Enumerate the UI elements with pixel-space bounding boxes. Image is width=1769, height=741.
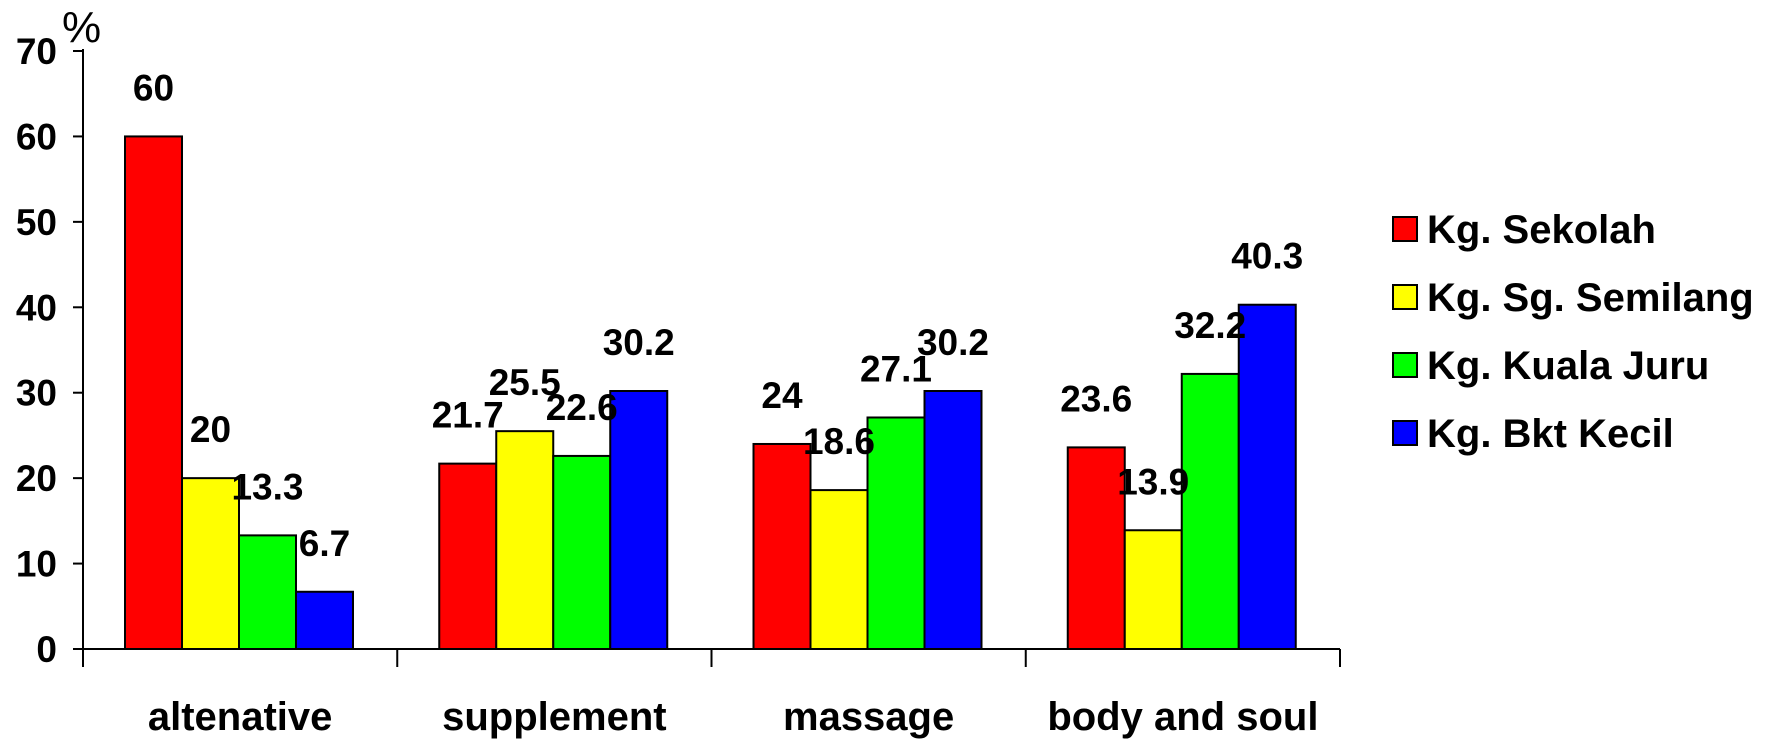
bar-kg-sg-semilang-0 <box>181 477 240 650</box>
data-label: 20 <box>190 409 231 450</box>
y-tick-label: 60 <box>16 116 57 157</box>
bar-kg-kuala-juru-3 <box>1180 372 1240 650</box>
bar-kg-sg-semilang-2 <box>809 489 869 650</box>
bars <box>124 135 1297 651</box>
bar-kg-sekolah-0 <box>124 135 183 650</box>
data-label: 27.1 <box>860 348 932 389</box>
legend-label: Kg. Kuala Juru <box>1427 344 1709 388</box>
x-tick-label: altenative <box>148 695 333 739</box>
legend-swatch <box>1392 216 1418 242</box>
legend-label: Kg. Sg. Semilang <box>1427 276 1754 320</box>
y-unit-label: % <box>62 3 101 52</box>
bar-kg-bkt-kecil-2 <box>923 390 983 650</box>
bar-kg-bkt-kecil-0 <box>295 590 354 651</box>
y-axis: 0 10 20 30 40 50 60 70 <box>16 31 84 670</box>
bar-kg-bkt-kecil-3 <box>1237 303 1297 650</box>
y-tick-label: 30 <box>16 373 57 414</box>
legend-swatch <box>1392 352 1418 378</box>
data-label: 30.2 <box>917 322 989 363</box>
bar-kg-kuala-juru-0 <box>238 534 297 651</box>
data-label: 22.6 <box>546 387 618 428</box>
bar-kg-sg-semilang-3 <box>1123 529 1183 650</box>
data-label: 13.9 <box>1117 461 1189 502</box>
y-tick-label: 0 <box>36 629 57 670</box>
data-label: 30.2 <box>603 322 675 363</box>
bar-kg-sg-semilang-1 <box>495 430 555 650</box>
legend-swatch <box>1392 284 1418 310</box>
data-label: 60 <box>133 67 174 108</box>
x-axis: altenative supplement massage body and soul <box>82 648 1341 739</box>
data-label: 13.3 <box>231 466 303 507</box>
legend-label: Kg. Sekolah <box>1427 208 1656 252</box>
data-label: 24 <box>761 375 803 416</box>
x-tick-label: body and soul <box>1047 695 1318 739</box>
y-tick-label: 40 <box>16 287 57 328</box>
data-label: 6.7 <box>299 523 350 564</box>
bar-kg-sekolah-3 <box>1066 446 1126 651</box>
legend-label: Kg. Bkt Kecil <box>1427 412 1674 456</box>
data-label: 40.3 <box>1231 236 1303 277</box>
x-tick-label: massage <box>783 695 954 739</box>
bar-kg-kuala-juru-2 <box>866 416 926 651</box>
x-tick-label: supplement <box>442 695 666 739</box>
data-label: 23.6 <box>1060 378 1132 419</box>
bar-kg-bkt-kecil-1 <box>609 390 669 650</box>
y-tick-label: 70 <box>16 31 57 72</box>
bar-kg-kuala-juru-1 <box>552 454 612 650</box>
data-label: 21.7 <box>432 395 504 436</box>
data-labels: 602013.36.721.725.522.630.22418.627.130.… <box>133 67 1303 563</box>
y-tick-label: 50 <box>16 202 57 243</box>
data-label: 18.6 <box>803 421 875 462</box>
data-label: 25.5 <box>489 362 561 403</box>
bar-kg-sekolah-1 <box>438 462 498 650</box>
bar-kg-sekolah-2 <box>752 442 812 650</box>
legend: Kg. Sekolah Kg. Sg. Semilang Kg. Kuala Jur… <box>1392 208 1754 456</box>
y-tick-label: 10 <box>16 544 57 585</box>
data-label: 32.2 <box>1174 305 1246 346</box>
y-tick-label: 20 <box>16 458 57 499</box>
legend-swatch <box>1392 420 1418 446</box>
